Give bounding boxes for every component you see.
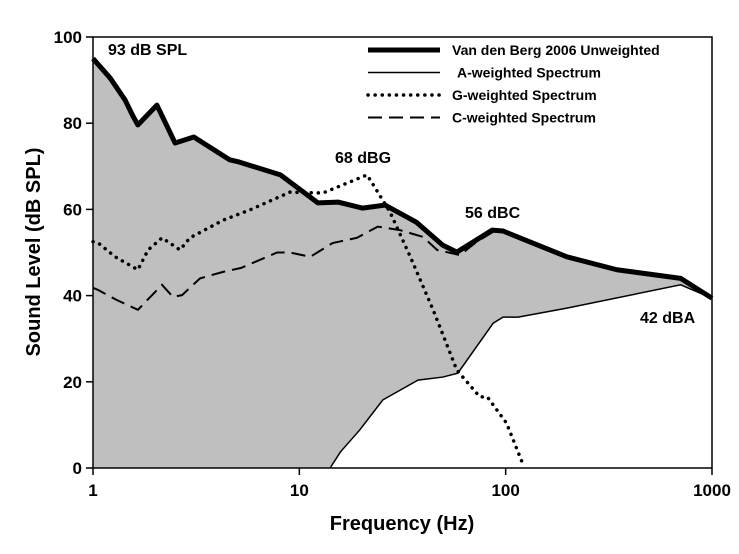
legend-label: G-weighted Spectrum: [452, 87, 597, 103]
y-axis-label: Sound Level (dB SPL): [23, 148, 45, 357]
x-tick-label: 1000: [693, 481, 731, 500]
legend-label: A-weighted Spectrum: [457, 65, 601, 81]
annotation-label: 68 dBG: [335, 150, 391, 167]
annotation-label: 93 dB SPL: [108, 42, 187, 59]
legend-label: Van den Berg 2006 Unweighted: [452, 42, 660, 58]
y-tick-label: 60: [63, 200, 82, 219]
series-line-van-den-berg-2006-unweighted: [91, 56, 714, 301]
annotation-label: 56 dBC: [465, 205, 521, 222]
y-tick-label: 40: [63, 287, 82, 306]
y-tick-label: 80: [63, 114, 82, 133]
y-tick-label: 100: [54, 28, 82, 47]
y-tick-label: 0: [73, 459, 82, 478]
x-tick-label: 10: [290, 481, 309, 500]
y-tick-label: 20: [63, 373, 82, 392]
x-tick-label: 1: [88, 481, 97, 500]
legend: Van den Berg 2006 Unweighted A-weighted S…: [366, 42, 660, 126]
x-axis-label: Frequency (Hz): [330, 513, 474, 535]
series-line-g-weighted-spectrum: [91, 172, 524, 464]
shaded-area: [93, 58, 712, 469]
plot-frame: [92, 36, 713, 469]
annotation-label: 42 dBA: [640, 310, 696, 327]
legend-label: C-weighted Spectrum: [452, 110, 596, 126]
x-tick-label: 100: [491, 481, 519, 500]
series-line-c-weighted-spectrum: [92, 225, 494, 312]
